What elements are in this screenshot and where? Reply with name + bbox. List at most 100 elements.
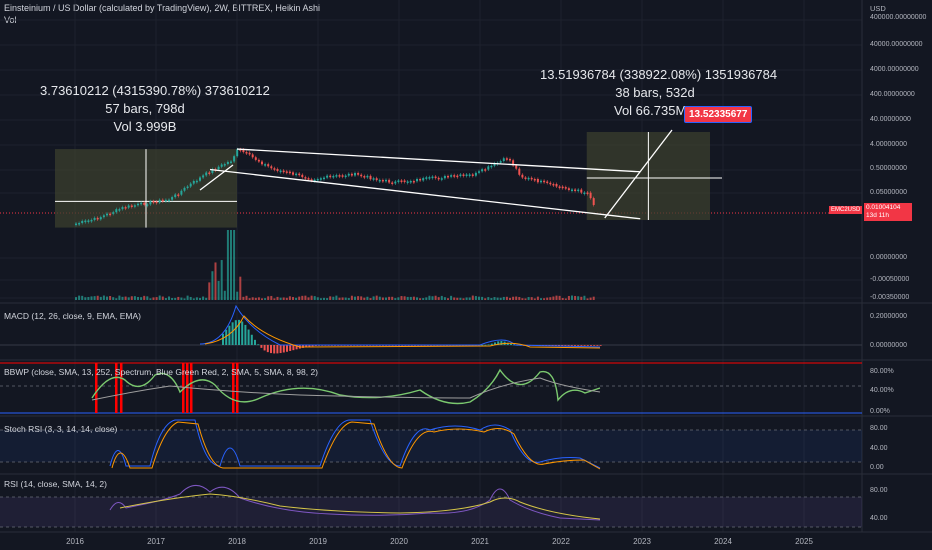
price-candle bbox=[450, 175, 453, 177]
volume-bar bbox=[242, 296, 245, 300]
volume-bar bbox=[453, 297, 456, 300]
volume-bar bbox=[164, 298, 167, 300]
macd-histogram-bar bbox=[570, 345, 573, 346]
price-candle bbox=[323, 177, 325, 180]
volume-bar bbox=[257, 297, 260, 300]
volume-bar bbox=[459, 297, 462, 300]
price-candle bbox=[397, 180, 400, 182]
price-candle bbox=[344, 175, 347, 178]
volume-bar bbox=[316, 297, 319, 300]
price-candle bbox=[257, 159, 260, 162]
volume-bar bbox=[84, 297, 87, 300]
bbwp-tick: 0.00% bbox=[870, 408, 890, 415]
volume-bar bbox=[329, 296, 332, 300]
price-candle bbox=[363, 176, 366, 178]
volume-bar bbox=[564, 298, 567, 300]
time-tick-label: 2022 bbox=[552, 537, 570, 546]
volume-bar bbox=[161, 296, 164, 300]
macd-histogram-bar bbox=[225, 329, 228, 345]
price-candle bbox=[211, 169, 214, 173]
price-candle bbox=[515, 165, 518, 169]
macd-histogram-bar bbox=[270, 345, 272, 354]
macd-histogram-bar bbox=[263, 345, 266, 351]
price-candle bbox=[282, 170, 285, 173]
bbwp-title: BBWP (close, SMA, 13, 252, Spectrum, Blu… bbox=[4, 367, 319, 377]
volume-bar bbox=[214, 262, 217, 300]
volume-bar bbox=[440, 295, 443, 300]
price-candle bbox=[543, 180, 546, 183]
price-candle bbox=[487, 166, 490, 170]
volume-bar bbox=[78, 295, 81, 300]
volume-bar bbox=[124, 296, 127, 300]
price-candle bbox=[478, 171, 480, 173]
volume-bar bbox=[583, 295, 586, 300]
macd-histogram-bar bbox=[311, 345, 314, 347]
price-candle bbox=[583, 192, 586, 195]
volume-bar bbox=[245, 295, 248, 300]
macd-histogram-bar bbox=[599, 345, 602, 346]
volume-bar bbox=[102, 295, 105, 300]
volume-bar bbox=[502, 296, 505, 300]
price-candle bbox=[558, 186, 561, 188]
volume-bar bbox=[577, 296, 580, 300]
price-candle bbox=[230, 161, 232, 163]
price-candle bbox=[149, 201, 152, 205]
price-candle bbox=[555, 184, 558, 187]
price-candle bbox=[84, 220, 87, 223]
time-tick-label: 2020 bbox=[390, 537, 408, 546]
price-candle bbox=[301, 174, 304, 178]
bbwp-tick: 80.00% bbox=[870, 368, 894, 375]
price-candle bbox=[205, 172, 208, 176]
volume-bar bbox=[580, 296, 583, 300]
target-price-label[interactable]: 13.52335677 bbox=[684, 106, 753, 123]
price-candle bbox=[106, 213, 108, 216]
price-candle bbox=[267, 164, 270, 167]
price-candle bbox=[155, 201, 158, 204]
volume-bar bbox=[574, 295, 577, 300]
time-tick-label: 2021 bbox=[471, 537, 489, 546]
volume-bar bbox=[121, 296, 124, 300]
volume-bar bbox=[199, 297, 201, 300]
volume-bar bbox=[270, 295, 273, 300]
price-candle bbox=[524, 177, 527, 179]
price-candle bbox=[378, 179, 381, 182]
price-candle bbox=[502, 158, 505, 162]
rsi-title: RSI (14, close, SMA, 14, 2) bbox=[4, 479, 107, 489]
projection-line bbox=[604, 129, 673, 219]
volume-bar bbox=[428, 295, 431, 300]
macd-histogram-bar bbox=[257, 344, 260, 346]
current-price-tag: 0.01004104 13d 11h bbox=[864, 203, 912, 221]
volume-bar bbox=[140, 297, 143, 300]
price-candle bbox=[394, 181, 397, 184]
right-measure-change: 13.51936784 (338922.08%) 1351936784 bbox=[540, 67, 778, 82]
price-candle bbox=[577, 189, 580, 192]
rsi-tick: 80.00 bbox=[870, 487, 888, 494]
rsi-ma-line bbox=[119, 493, 601, 520]
price-candle bbox=[310, 179, 313, 181]
price-candle bbox=[298, 173, 301, 176]
volume-bar bbox=[261, 298, 263, 300]
macd-histogram-bar bbox=[244, 324, 247, 345]
macd-histogram-bar bbox=[254, 339, 256, 345]
price-candle bbox=[589, 192, 592, 199]
volume-bar bbox=[273, 298, 276, 300]
price-candle bbox=[273, 168, 276, 170]
volume-bar bbox=[543, 298, 546, 300]
left-measure-bars: 57 bars, 798d bbox=[105, 101, 185, 116]
volume-bar bbox=[527, 297, 530, 300]
price-candle bbox=[512, 160, 515, 166]
volume-bar bbox=[323, 297, 325, 300]
volume-bar bbox=[171, 297, 174, 300]
volume-bar bbox=[354, 296, 356, 300]
bar-countdown: 13d 11h bbox=[866, 212, 890, 219]
price-candle bbox=[338, 175, 341, 177]
measure-boxes bbox=[55, 132, 722, 228]
price-candle bbox=[183, 187, 186, 191]
volume-bar bbox=[363, 297, 366, 300]
bbwp-ma-line bbox=[91, 377, 601, 401]
price-candle bbox=[319, 178, 322, 180]
price-candle bbox=[434, 176, 437, 179]
macd-histogram-bar bbox=[234, 320, 237, 345]
macd-histogram-bar bbox=[305, 345, 308, 348]
